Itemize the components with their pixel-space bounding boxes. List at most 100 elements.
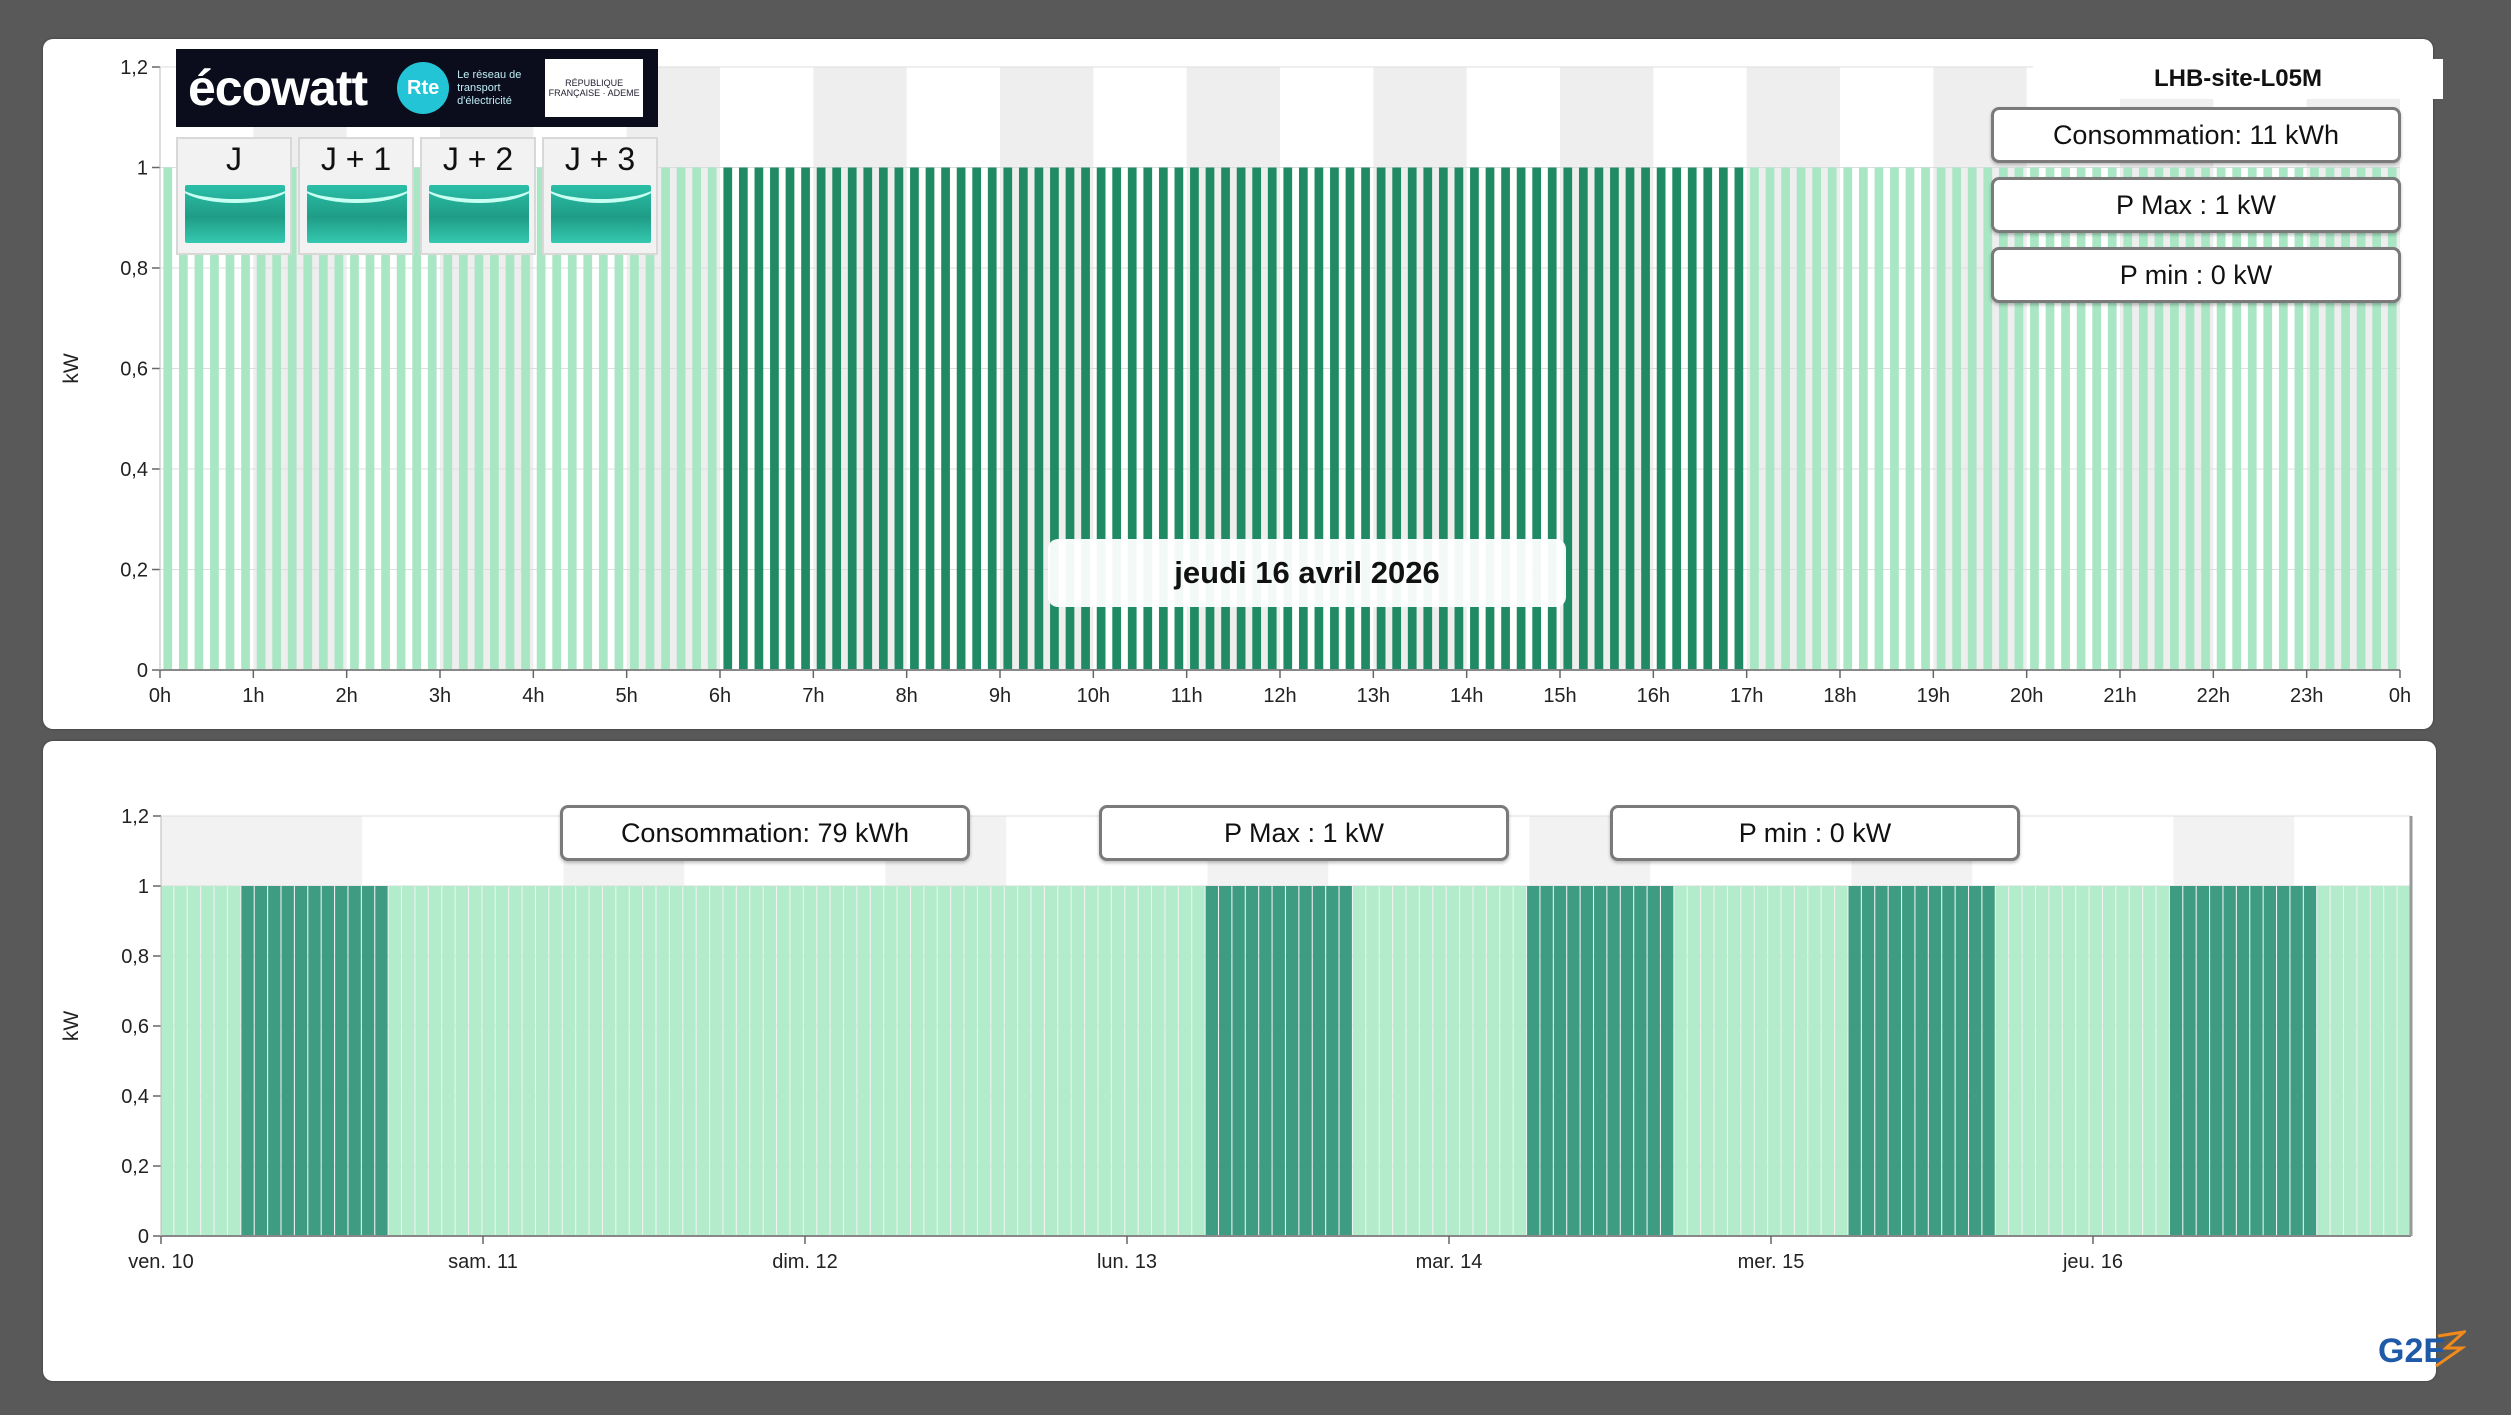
bar: [2357, 886, 2370, 1236]
background-band: [362, 816, 564, 886]
bar: [1419, 886, 1433, 1236]
bar: [1607, 886, 1620, 1236]
bar: [178, 167, 188, 670]
bar: [1205, 886, 1218, 1236]
bar: [2154, 167, 2164, 670]
x-tick-label: 15h: [1543, 685, 1576, 707]
ecowatt-day-j3[interactable]: J + 3: [542, 137, 658, 255]
bar: [361, 886, 375, 1236]
bar: [1158, 167, 1168, 670]
bar: [2263, 886, 2276, 1236]
bar: [2014, 167, 2024, 670]
bar: [1641, 167, 1650, 670]
bar: [1423, 167, 1433, 670]
x-tick-label: 7h: [802, 685, 824, 707]
ecowatt-widget[interactable]: écowatt Rte Le réseau de transport d'éle…: [176, 49, 658, 257]
y-tick-label: 0: [138, 1226, 149, 1248]
bar: [1781, 167, 1790, 670]
bar: [1915, 886, 1928, 1236]
rte-logo-icon: Rte: [397, 62, 450, 114]
bar: [549, 886, 562, 1236]
bar: [1768, 886, 1781, 1236]
x-tick-label: 20h: [2010, 685, 2043, 707]
x-tick-label: 5h: [616, 685, 638, 707]
bar: [1843, 167, 1853, 670]
bar: [281, 886, 294, 1236]
bar: [2116, 886, 2129, 1236]
week-pmax-box: P Max : 1 kW: [1099, 805, 1509, 861]
bar: [2076, 167, 2086, 670]
bar: [402, 886, 415, 1236]
bar: [1314, 167, 1324, 670]
bar: [1312, 886, 1326, 1236]
bar: [455, 886, 468, 1236]
x-tick-label: mer. 15: [1738, 1251, 1805, 1273]
x-tick-label: 2h: [336, 685, 358, 707]
bar: [1808, 886, 1821, 1236]
bar: [161, 886, 174, 1236]
bar: [1656, 167, 1666, 670]
bar: [1221, 167, 1230, 670]
bar: [1942, 886, 1955, 1236]
bar: [790, 886, 803, 1236]
week-chart-panel: 0 0,2 0,4 0,6 0,8 1 1,2 kW ven. 10 sam. 11 dim. 12…: [43, 741, 2466, 1381]
g2e-brand-text: G2E: [2378, 1332, 2446, 1370]
ecowatt-brand: écowatt: [188, 60, 368, 116]
bar: [2185, 167, 2195, 670]
bar: [375, 886, 388, 1236]
bar: [1835, 886, 1848, 1236]
bar: [1065, 167, 1075, 670]
x-tick-label: 9h: [989, 685, 1011, 707]
bar: [1821, 886, 1835, 1236]
bar: [1018, 167, 1028, 670]
bar: [645, 167, 655, 670]
bar: [1112, 167, 1122, 670]
g2e-logo-icon: G2E: [2378, 1330, 2466, 1370]
bar: [777, 886, 790, 1236]
ecowatt-day-j[interactable]: J: [176, 137, 292, 255]
bar: [1796, 167, 1806, 670]
bar: [1111, 886, 1125, 1236]
bar: [2263, 167, 2273, 670]
bar: [589, 886, 602, 1236]
bar: [1998, 167, 2008, 670]
y-tick-label: 0,2: [120, 560, 148, 582]
bar: [1138, 886, 1151, 1236]
bar: [2201, 167, 2210, 670]
bar: [847, 167, 857, 670]
bar: [1701, 886, 1714, 1236]
y-tick-label: 0,4: [120, 459, 148, 481]
bar: [2009, 886, 2022, 1236]
bar: [1567, 886, 1580, 1236]
y-tick-label: 0: [137, 660, 148, 682]
x-tick-label: 22h: [2197, 685, 2230, 707]
bar: [910, 167, 919, 670]
bar: [1921, 167, 1930, 670]
bar: [381, 167, 390, 670]
bar: [2356, 167, 2366, 670]
bar: [951, 886, 964, 1236]
x-tick-label: dim. 12: [772, 1251, 838, 1273]
x-tick-label: 14h: [1450, 685, 1483, 707]
bar: [1874, 167, 1884, 670]
bar: [1003, 167, 1013, 670]
bar: [1299, 886, 1312, 1236]
bar: [1267, 167, 1277, 670]
bar: [1501, 167, 1510, 670]
ecowatt-day-j2[interactable]: J + 2: [420, 137, 536, 255]
bar: [1190, 167, 1199, 670]
ecowatt-day-j1[interactable]: J + 1: [298, 137, 414, 255]
y-tick-label: 1: [138, 876, 149, 898]
bar: [303, 167, 313, 670]
bar: [1718, 167, 1728, 670]
y-tick-label: 0,4: [121, 1086, 149, 1108]
bar: [174, 886, 187, 1236]
x-tick-label: 0h: [2389, 685, 2411, 707]
bar: [1687, 167, 1697, 670]
bar: [1044, 886, 1058, 1236]
bar: [1890, 167, 1899, 670]
bar: [2062, 886, 2076, 1236]
bar: [241, 167, 250, 670]
y-tick-label: 1,2: [120, 57, 148, 79]
bar: [977, 886, 991, 1236]
